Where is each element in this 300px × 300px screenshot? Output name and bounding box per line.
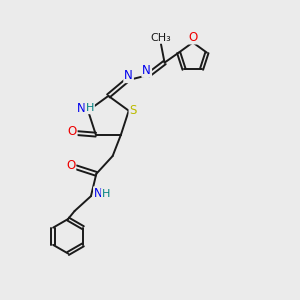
Text: O: O [66,159,75,172]
Text: N: N [77,102,86,115]
Text: N: N [124,69,133,82]
Text: H: H [102,189,110,199]
Text: O: O [68,125,77,138]
Text: O: O [189,31,198,44]
Text: S: S [130,104,137,117]
Text: N: N [94,187,103,200]
Text: H: H [85,103,94,113]
Text: N: N [142,64,151,77]
Text: CH₃: CH₃ [151,33,171,43]
